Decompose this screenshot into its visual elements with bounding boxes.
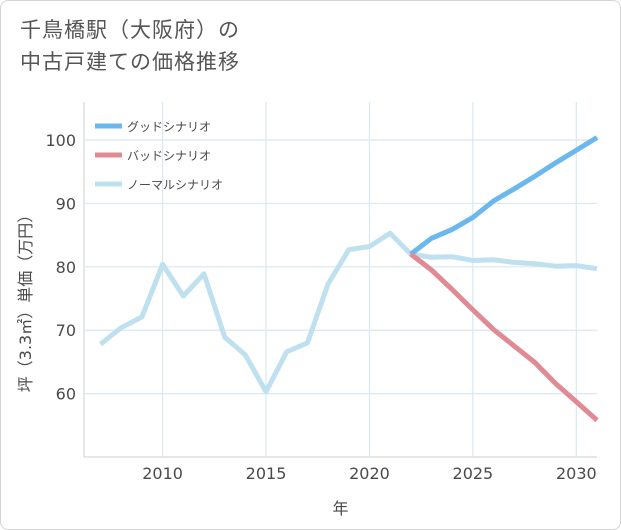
series-line-normal xyxy=(98,230,598,395)
x-tick-label: 2030 xyxy=(556,464,597,483)
y-tick-label: 80 xyxy=(56,258,76,277)
y-tick-label: 70 xyxy=(56,321,76,340)
y-tick-label: 90 xyxy=(56,194,76,213)
grid xyxy=(83,102,597,458)
legend-item-bad[interactable]: バッドシナリオ xyxy=(95,149,211,163)
series-line-bad xyxy=(409,252,599,423)
chart-title-line2: 中古戸建ての価格推移 xyxy=(20,50,240,74)
y-axis-title: 坪（3.3㎡）単価（万円） xyxy=(16,207,35,392)
y-tick-label: 60 xyxy=(56,385,76,404)
legend-item-normal[interactable]: ノーマルシナリオ xyxy=(95,178,223,192)
chart-title: 千鳥橋駅（大阪府）の 中古戸建ての価格推移 xyxy=(20,14,240,78)
legend-label: ノーマルシナリオ xyxy=(127,178,223,192)
x-tick-label: 2025 xyxy=(453,464,494,483)
x-tick-label: 2020 xyxy=(349,464,390,483)
legend-label: バッドシナリオ xyxy=(127,149,211,163)
legend-label: グッドシナリオ xyxy=(127,120,211,134)
legend-item-good[interactable]: グッドシナリオ xyxy=(95,120,211,134)
x-tick-label: 2015 xyxy=(246,464,287,483)
series xyxy=(98,135,599,423)
chart-title-line1: 千鳥橋駅（大阪府）の xyxy=(20,18,240,42)
y-tick-label: 100 xyxy=(45,131,76,150)
x-tick-label: 2010 xyxy=(142,464,183,483)
x-axis-title: 年 xyxy=(332,499,348,518)
tick-labels: 2010 2015 2020 2025 2030 60 70 80 90 100 xyxy=(45,131,596,483)
series-line-good xyxy=(409,135,599,257)
